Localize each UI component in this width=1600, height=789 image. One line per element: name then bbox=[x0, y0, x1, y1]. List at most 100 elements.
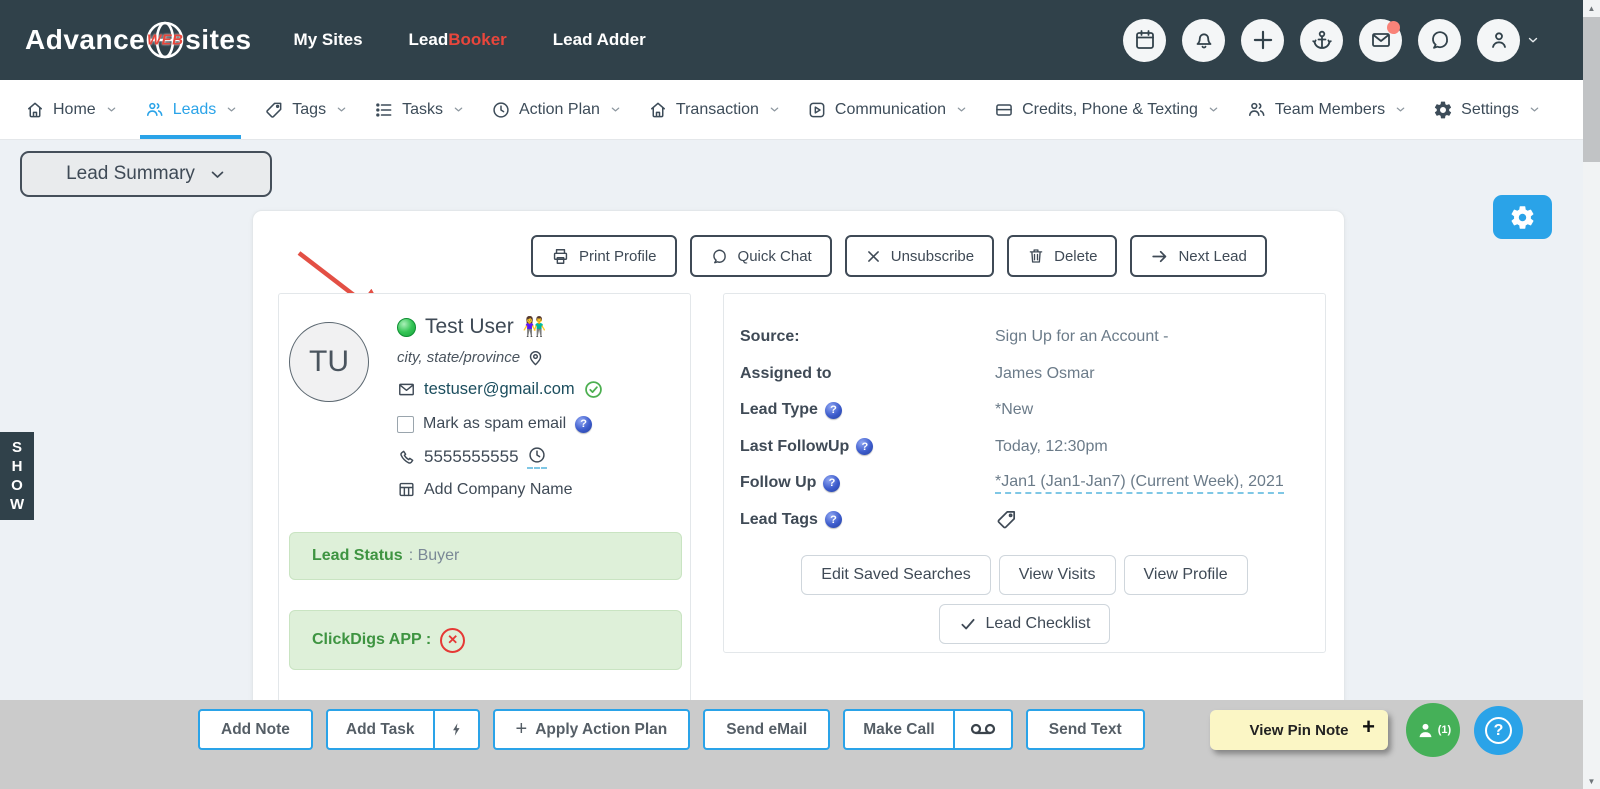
nav-item-communication[interactable]: Communication bbox=[807, 80, 967, 139]
settings-gear-button[interactable] bbox=[1493, 195, 1552, 239]
nav-item-tasks-label: Tasks bbox=[402, 100, 443, 118]
lead-summary-card: Print Profile Quick Chat Unsubscribe Del… bbox=[252, 210, 1345, 730]
tag-icon[interactable] bbox=[995, 508, 1018, 531]
nav-item-credits-label: Credits, Phone & Texting bbox=[1022, 100, 1198, 118]
chevron-down-icon bbox=[610, 104, 621, 115]
print-profile-button[interactable]: Print Profile bbox=[531, 235, 677, 277]
nav-item-tags[interactable]: Tags bbox=[264, 80, 347, 139]
lead-phone[interactable]: 5555555555 bbox=[424, 447, 519, 466]
vertical-scrollbar: ▲ ▼ bbox=[1583, 0, 1600, 789]
view-pin-note-label: View Pin Note bbox=[1249, 721, 1349, 739]
lead-checklist-label: Lead Checklist bbox=[985, 615, 1091, 632]
company-row[interactable]: Add Company Name bbox=[397, 480, 604, 499]
lead-location-row[interactable]: city, state/province bbox=[397, 348, 604, 367]
quick-task-bolt-button[interactable] bbox=[432, 711, 478, 748]
print-profile-label: Print Profile bbox=[579, 247, 657, 265]
view-visits-label: View Visits bbox=[1018, 566, 1096, 583]
lead-type-value: *New bbox=[995, 401, 1034, 419]
agents-count: (1) bbox=[1437, 724, 1452, 736]
location-pin-icon bbox=[529, 351, 542, 366]
help-icon[interactable]: ? bbox=[856, 438, 874, 456]
chevron-down-icon bbox=[336, 104, 347, 115]
bell-icon[interactable] bbox=[1182, 18, 1225, 62]
nav-item-settings[interactable]: Settings bbox=[1433, 80, 1540, 139]
apply-action-plan-label: Apply Action Plan bbox=[535, 720, 668, 738]
agents-online-button[interactable]: (1) bbox=[1406, 703, 1460, 757]
view-profile-label: View Profile bbox=[1143, 566, 1228, 583]
last-followup-value: Today, 12:30pm bbox=[995, 437, 1108, 455]
nav-item-action-plan[interactable]: Action Plan bbox=[491, 80, 621, 139]
nav-item-tags-label: Tags bbox=[292, 100, 327, 118]
scroll-down-arrow[interactable]: ▼ bbox=[1587, 776, 1596, 786]
header-icons bbox=[1107, 18, 1540, 62]
detail-row-assigned-to: Assigned to James Osmar bbox=[740, 356, 1309, 393]
nav-item-team-members[interactable]: Team Members bbox=[1246, 80, 1406, 139]
plus-icon: + bbox=[1362, 714, 1375, 739]
view-pin-note-button[interactable]: View Pin Note + bbox=[1210, 710, 1388, 750]
send-email-label: Send eMail bbox=[726, 720, 808, 738]
show-side-tab[interactable]: SHOW bbox=[0, 432, 34, 520]
voicemail-button[interactable] bbox=[952, 711, 1011, 748]
nav-item-leads[interactable]: Leads bbox=[139, 80, 241, 139]
chevron-down-icon bbox=[453, 104, 464, 115]
lead-status-box[interactable]: Lead Status : Buyer bbox=[289, 532, 682, 580]
leads-icon bbox=[146, 102, 163, 116]
nav-leadbooker[interactable]: LeadBooker bbox=[409, 30, 507, 50]
add-task-button[interactable]: Add Task bbox=[328, 711, 433, 748]
nav-my-sites[interactable]: My Sites bbox=[293, 30, 363, 49]
make-call-split-button: Make Call bbox=[843, 709, 1013, 750]
clickdigs-app-box: ClickDigs APP : ✕ bbox=[289, 610, 682, 670]
clickdigs-disabled-icon[interactable]: ✕ bbox=[440, 627, 466, 653]
lead-name: Test User bbox=[425, 315, 514, 338]
lead-status-value: : Buyer bbox=[408, 547, 460, 564]
nav-item-transaction[interactable]: Transaction bbox=[648, 80, 780, 139]
lead-email-link[interactable]: testuser@gmail.com bbox=[424, 380, 575, 398]
call-history-clock[interactable] bbox=[526, 445, 547, 469]
quick-chat-button[interactable]: Quick Chat bbox=[689, 235, 832, 277]
follow-up-value-link[interactable]: *Jan1 (Jan1-Jan7) (Current Week), 2021 bbox=[995, 473, 1284, 494]
help-icon[interactable]: ? bbox=[575, 415, 593, 433]
calendar-icon[interactable] bbox=[1123, 18, 1166, 62]
edit-saved-searches-button[interactable]: Edit Saved Searches bbox=[801, 555, 991, 595]
chat-icon[interactable] bbox=[1418, 18, 1461, 62]
nav-item-credits-phone-texting[interactable]: Credits, Phone & Texting bbox=[994, 80, 1219, 139]
question-mark-icon: ? bbox=[1485, 717, 1512, 744]
home-icon bbox=[28, 102, 42, 117]
mail-icon[interactable] bbox=[1359, 18, 1402, 62]
spam-checkbox[interactable] bbox=[397, 415, 414, 433]
account-icon[interactable] bbox=[1477, 18, 1520, 62]
profile-panel: TU Test User 👫 city, state/province tes bbox=[278, 293, 691, 729]
delete-button[interactable]: Delete bbox=[1007, 235, 1118, 277]
nav-item-home[interactable]: Home bbox=[25, 80, 117, 139]
account-chevron-down-icon[interactable] bbox=[1526, 33, 1540, 47]
add-icon[interactable] bbox=[1241, 18, 1284, 62]
lead-summary-dropdown[interactable]: Lead Summary bbox=[20, 151, 272, 197]
add-task-split-button: Add Task bbox=[325, 709, 480, 750]
next-lead-button[interactable]: Next Lead bbox=[1130, 235, 1267, 277]
scrollbar-thumb[interactable] bbox=[1583, 17, 1600, 162]
view-visits-button[interactable]: View Visits bbox=[998, 555, 1116, 595]
logo[interactable]: Advance WEB sites bbox=[25, 17, 252, 63]
anchor-icon[interactable] bbox=[1300, 18, 1343, 62]
view-profile-button[interactable]: View Profile bbox=[1123, 555, 1248, 595]
make-call-button[interactable]: Make Call bbox=[845, 711, 953, 748]
nav-item-tasks[interactable]: Tasks bbox=[374, 80, 464, 139]
last-followup-label: Last FollowUp bbox=[740, 437, 850, 455]
apply-action-plan-button[interactable]: + Apply Action Plan bbox=[492, 709, 691, 750]
printer-icon bbox=[553, 248, 568, 264]
add-note-button[interactable]: Add Note bbox=[198, 709, 313, 750]
lead-checklist-button[interactable]: Lead Checklist bbox=[938, 604, 1111, 644]
send-email-button[interactable]: Send eMail bbox=[703, 709, 831, 750]
send-text-button[interactable]: Send Text bbox=[1025, 709, 1145, 750]
nav-item-communication-label: Communication bbox=[834, 100, 947, 118]
nav-lead-adder[interactable]: Lead Adder bbox=[552, 30, 646, 49]
check-icon bbox=[960, 618, 975, 630]
help-icon[interactable]: ? bbox=[823, 474, 841, 492]
detail-row-lead-type: Lead Type? *New bbox=[740, 392, 1309, 429]
help-button[interactable]: ? bbox=[1474, 706, 1523, 755]
help-icon[interactable]: ? bbox=[824, 401, 842, 419]
unsubscribe-button[interactable]: Unsubscribe bbox=[844, 235, 995, 277]
send-text-label: Send Text bbox=[1048, 720, 1122, 738]
help-icon[interactable]: ? bbox=[824, 511, 842, 529]
scroll-up-arrow[interactable]: ▲ bbox=[1587, 3, 1596, 13]
